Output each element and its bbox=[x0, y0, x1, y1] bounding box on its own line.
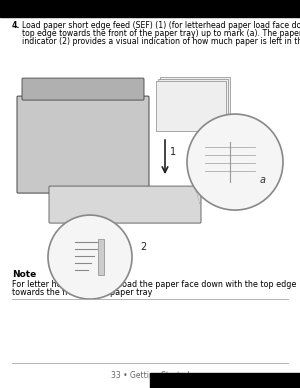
Text: 33 • Getting Started: 33 • Getting Started bbox=[111, 371, 189, 379]
Text: 1: 1 bbox=[170, 147, 176, 157]
Text: top edge towards the front of the paper tray) up to mark (a). The paper level: top edge towards the front of the paper … bbox=[22, 29, 300, 38]
FancyBboxPatch shape bbox=[156, 81, 226, 131]
Bar bbox=[150, 373, 300, 388]
FancyBboxPatch shape bbox=[22, 78, 144, 100]
Circle shape bbox=[187, 114, 283, 210]
FancyBboxPatch shape bbox=[160, 77, 230, 127]
Bar bbox=[98, 239, 104, 275]
Text: indicator (2) provides a visual indication of how much paper is left in the tray: indicator (2) provides a visual indicati… bbox=[22, 37, 300, 46]
Text: Note: Note bbox=[12, 270, 36, 279]
FancyBboxPatch shape bbox=[49, 186, 201, 223]
Text: 2: 2 bbox=[140, 242, 146, 252]
Text: 4.: 4. bbox=[12, 21, 20, 30]
FancyBboxPatch shape bbox=[158, 79, 228, 129]
Circle shape bbox=[48, 215, 132, 299]
Text: Load paper short edge feed (SEF) (1) (for letterhead paper load face down with: Load paper short edge feed (SEF) (1) (fo… bbox=[22, 21, 300, 30]
FancyBboxPatch shape bbox=[17, 96, 149, 193]
Bar bbox=[0, 0, 300, 17]
Text: towards the front of the paper tray: towards the front of the paper tray bbox=[12, 288, 152, 297]
Bar bbox=[0, 62, 300, 264]
Text: For letter head stationery, load the paper face down with the top edge: For letter head stationery, load the pap… bbox=[12, 280, 296, 289]
Text: a: a bbox=[260, 175, 266, 185]
